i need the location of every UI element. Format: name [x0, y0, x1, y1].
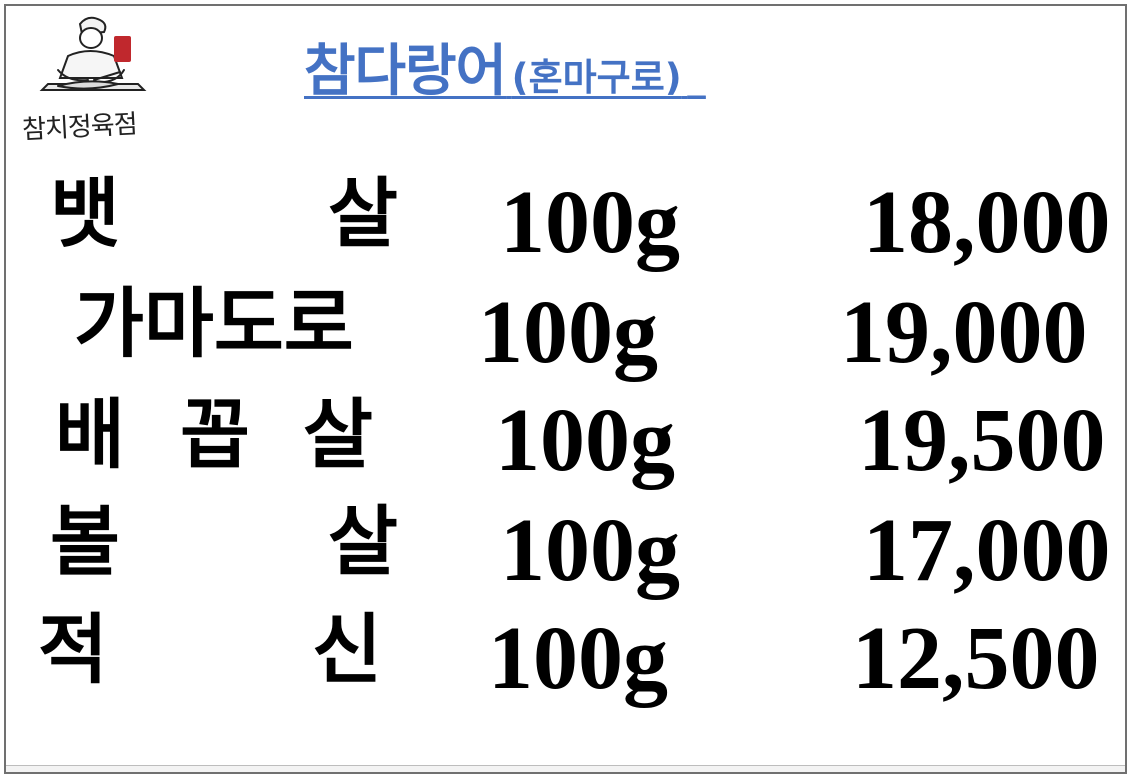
- logo-text: 참치정육점: [21, 109, 138, 146]
- item-price: 17,000: [863, 501, 1111, 600]
- title-trail: _: [687, 56, 706, 99]
- seal-stamp: [114, 36, 131, 62]
- item-name-left: 볼: [50, 497, 120, 586]
- menu-board: [4, 4, 1127, 774]
- item-price: 18,000: [863, 173, 1111, 272]
- item-name-right: 살: [328, 169, 398, 258]
- item-price: 19,000: [840, 283, 1088, 382]
- page-title: 참다랑어 (혼마구로) _: [304, 26, 706, 107]
- chef-logo: [39, 16, 147, 91]
- item-quantity: 100g: [495, 391, 675, 490]
- item-quantity: 100g: [500, 173, 680, 272]
- item-name-part: 꼽: [180, 390, 250, 479]
- item-name-right: 살: [328, 497, 398, 586]
- item-name-left: 적: [38, 605, 108, 694]
- item-name-left: 뱃: [50, 169, 120, 258]
- item-quantity: 100g: [488, 609, 668, 708]
- item-quantity: 100g: [478, 283, 658, 382]
- item-price: 19,500: [858, 391, 1106, 490]
- item-name-right: 신: [312, 605, 382, 694]
- item-name-part: 살: [303, 390, 373, 479]
- title-sub: (혼마구로): [511, 56, 682, 99]
- item-quantity: 100g: [500, 501, 680, 600]
- item-price: 12,500: [852, 609, 1100, 708]
- title-main: 참다랑어: [304, 39, 507, 104]
- item-name: 가마도로: [74, 279, 354, 368]
- item-name-part: 배: [55, 390, 125, 479]
